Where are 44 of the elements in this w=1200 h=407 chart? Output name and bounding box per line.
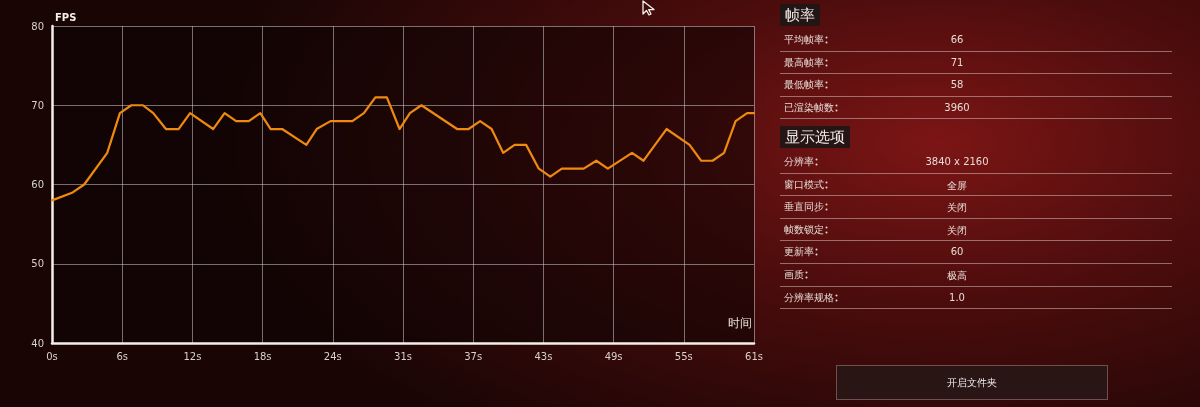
text: 71 (950, 56, 964, 68)
text: 关闭 (947, 224, 967, 236)
y-tick-label: 50 (31, 258, 44, 270)
x-tick-label: 43s (534, 350, 553, 362)
category-label: 垂直同步 (784, 200, 824, 215)
x-tick-label: 12s (183, 350, 202, 362)
y-tick-label: 40 (31, 337, 44, 349)
text: 开启文件夹 (836, 365, 1108, 400)
y-tick-label: 70 (31, 99, 44, 111)
y-tick-label: 80 (31, 20, 44, 32)
category-label: 分辨率规格 (784, 290, 834, 305)
text: 3960 (944, 101, 970, 113)
y-axis-title: FPS (55, 11, 77, 23)
category-label: 已渲染帧数 (784, 100, 834, 115)
text: 显示选项 (780, 126, 850, 148)
category-label: 窗口模式 (784, 177, 824, 192)
category-label: 画质 (784, 267, 804, 282)
x-tick-label: 0s (46, 350, 58, 362)
x-tick-label: 6s (116, 350, 128, 362)
x-tick-label: 18s (253, 350, 272, 362)
x-tick-label: 37s (464, 350, 483, 362)
text: 66 (950, 34, 964, 45)
text: 全屏 (947, 179, 967, 191)
text: 3840 x 2160 (925, 156, 989, 167)
x-tick-label: 61s (745, 350, 763, 362)
x-tick-label: 24s (323, 350, 342, 362)
text: 58 (950, 79, 964, 91)
x-tick-label: 31s (394, 350, 412, 362)
category-label: 更新率 (784, 245, 814, 260)
x-axis-title: 时间 (728, 316, 752, 330)
text: 1.0 (949, 291, 965, 303)
y-tick-label: 60 (31, 179, 44, 190)
text: 关闭 (947, 202, 967, 214)
x-tick-label: 49s (604, 350, 623, 362)
text: 极高 (947, 269, 967, 281)
category-label: 平均帧率 (784, 33, 824, 47)
category-label: 最低帧率 (784, 78, 824, 93)
x-tick-label: 55s (674, 350, 693, 362)
category-label: 分辨率 (784, 155, 814, 169)
text: 60 (950, 246, 964, 258)
line-series (50, 96, 756, 202)
text: 帧率 (780, 4, 820, 26)
category-label: 最高帧率 (784, 55, 824, 70)
category-label: 帧数锁定 (784, 222, 824, 237)
